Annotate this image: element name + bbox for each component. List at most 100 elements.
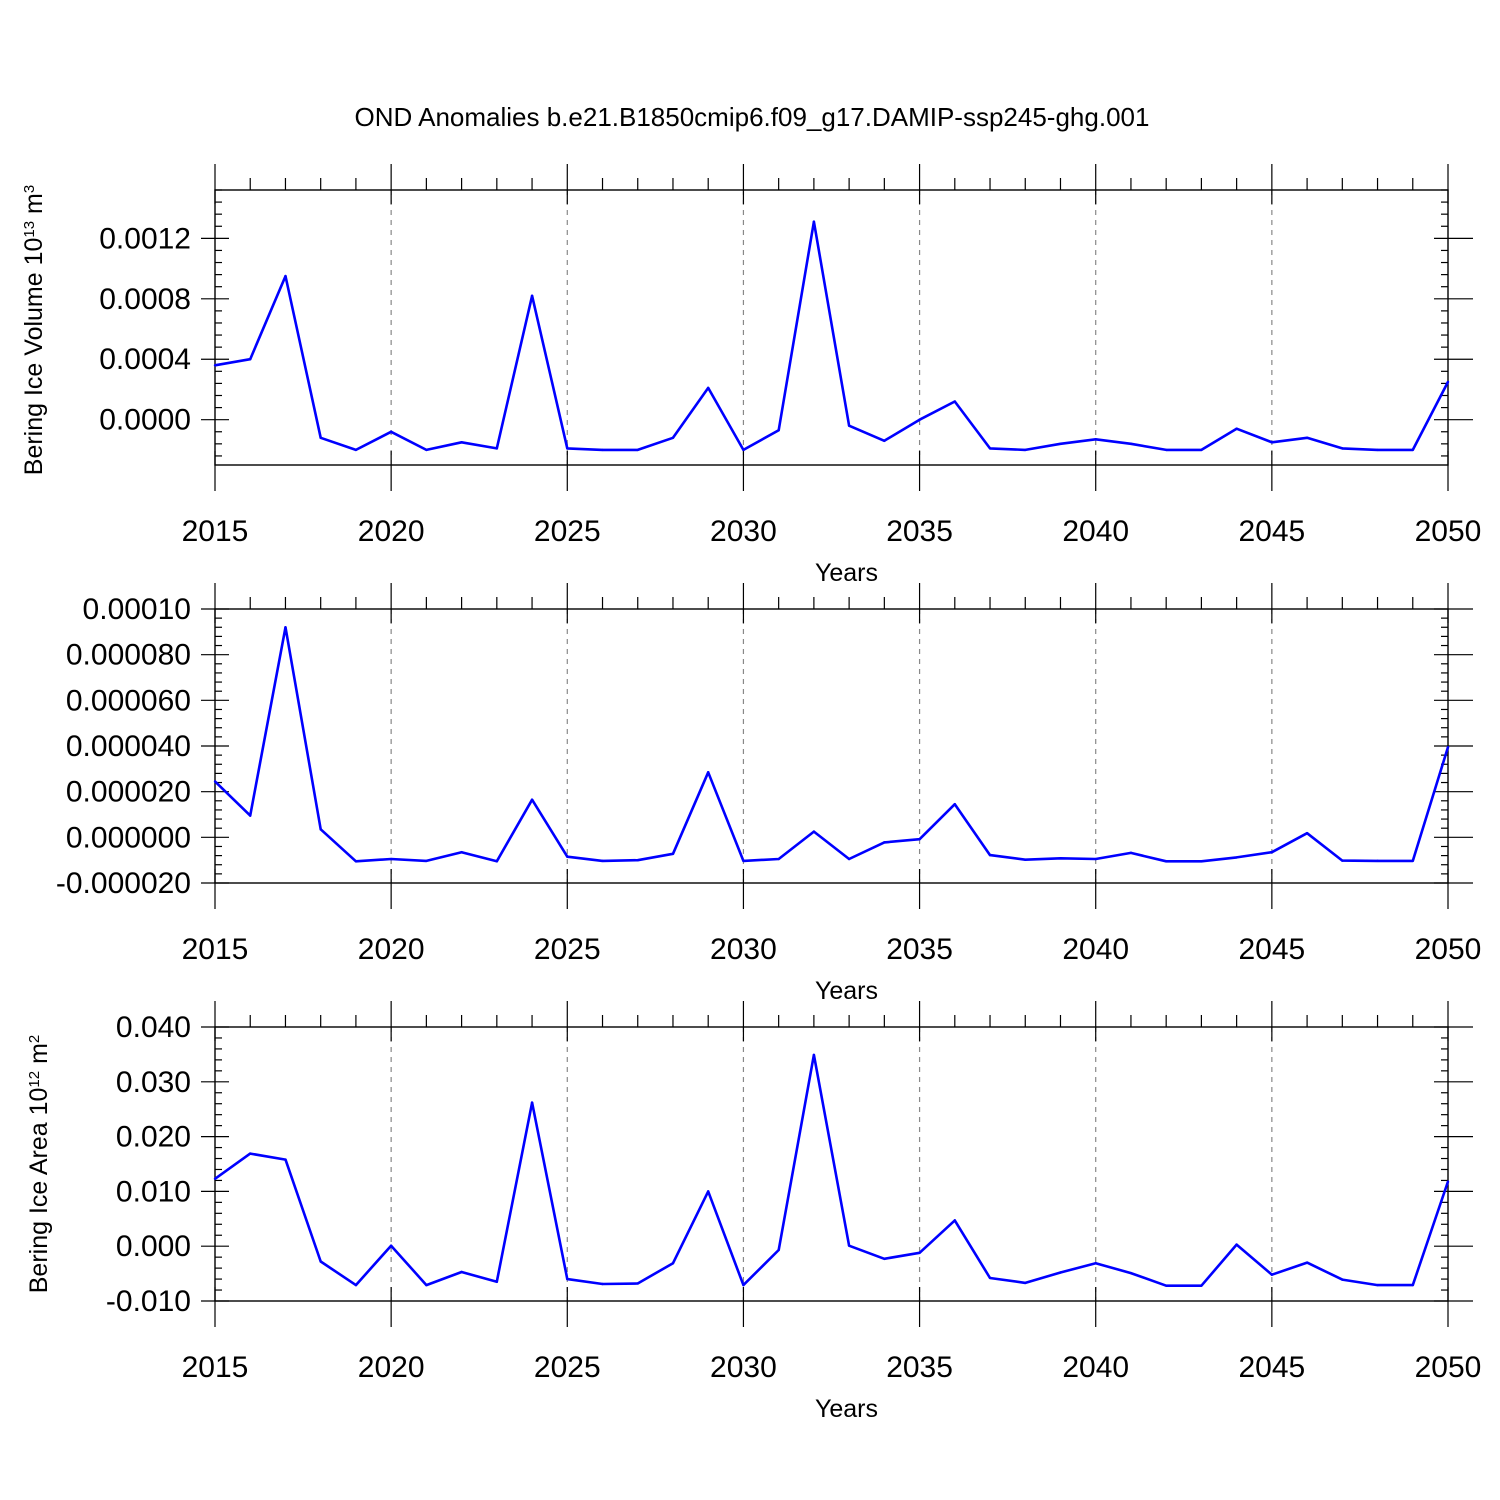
x-tick-label: 2050 xyxy=(1415,515,1482,548)
data-point-2030 xyxy=(742,1283,745,1287)
data-point-2030 xyxy=(742,448,745,452)
data-point-2027 xyxy=(636,448,639,452)
data-point-2046 xyxy=(1305,1261,1309,1264)
data-point-2015 xyxy=(213,1177,217,1180)
data-point-2036 xyxy=(953,400,956,403)
x-tick-label: 2020 xyxy=(358,1351,425,1384)
data-point-2038 xyxy=(1024,448,1027,452)
data-point-2037 xyxy=(988,853,992,857)
plot-frame xyxy=(214,189,1449,466)
data-point-2029 xyxy=(707,1190,710,1193)
x-tick-label: 2050 xyxy=(1415,933,1482,966)
y-tick-label: 0.030 xyxy=(116,1066,191,1099)
y-tick-label: 0.020 xyxy=(116,1121,191,1154)
data-point-2034 xyxy=(883,1257,886,1261)
y-tick-label: -0.010 xyxy=(106,1285,191,1318)
data-point-2023 xyxy=(495,860,499,863)
x-axis-label: Years xyxy=(815,1395,878,1423)
data-point-2022 xyxy=(460,441,463,444)
y-tick-label: 0.0008 xyxy=(99,283,191,316)
x-axis-label: Years xyxy=(815,977,878,1005)
x-axis-label: Years xyxy=(815,559,878,587)
data-point-2020 xyxy=(389,857,393,861)
data-point-2047 xyxy=(1341,859,1344,862)
y-tick-label: 0.000040 xyxy=(66,730,191,763)
x-tick-label: 2030 xyxy=(710,1351,777,1384)
x-tick-label: 2025 xyxy=(534,515,601,548)
data-point-2047 xyxy=(1341,1278,1344,1281)
data-point-2046 xyxy=(1305,832,1309,835)
x-tick-label: 2020 xyxy=(358,933,425,966)
data-point-2031 xyxy=(777,429,780,432)
data-point-2032 xyxy=(812,220,816,223)
data-point-2023 xyxy=(495,447,499,450)
data-point-2030 xyxy=(742,859,745,863)
data-point-2046 xyxy=(1305,436,1309,440)
series-line xyxy=(214,625,1450,863)
data-point-2016 xyxy=(249,358,252,361)
y-tick-label: 0.00010 xyxy=(83,593,191,626)
y-tick-label: -0.000020 xyxy=(56,867,191,900)
y-tick-label: 0.000060 xyxy=(66,684,191,717)
data-point-2048 xyxy=(1376,448,1379,452)
x-tick-label: 2015 xyxy=(182,1351,249,1384)
data-point-2045 xyxy=(1270,441,1274,444)
data-point-2017 xyxy=(284,1158,287,1161)
y-tick-label: 0.000 xyxy=(116,1230,191,1263)
data-point-2033 xyxy=(847,1244,851,1247)
data-point-2020 xyxy=(389,430,393,433)
data-point-2018 xyxy=(319,828,322,831)
x-tick-label: 2035 xyxy=(886,515,953,548)
data-point-2016 xyxy=(249,814,252,817)
data-point-2040 xyxy=(1094,438,1097,441)
data-point-2047 xyxy=(1341,447,1344,450)
x-tick-label: 2025 xyxy=(534,1351,601,1384)
data-point-2029 xyxy=(707,771,710,774)
data-point-2020 xyxy=(389,1244,393,1247)
data-point-2024 xyxy=(530,294,534,297)
data-point-2050 xyxy=(1446,1180,1450,1183)
data-point-2017 xyxy=(284,626,287,629)
data-point-2042 xyxy=(1164,1284,1168,1287)
data-point-2033 xyxy=(847,424,851,427)
data-point-2017 xyxy=(284,274,287,278)
data-point-2016 xyxy=(249,1152,252,1155)
data-point-2025 xyxy=(566,447,569,450)
x-tick-label: 2015 xyxy=(182,515,249,548)
data-point-2022 xyxy=(460,1270,463,1274)
x-tick-label: 2015 xyxy=(182,933,249,966)
data-point-2050 xyxy=(1446,380,1450,384)
data-point-2035 xyxy=(918,418,921,421)
data-point-2023 xyxy=(495,1280,499,1284)
x-tick-label: 2030 xyxy=(710,515,777,548)
y-tick-label: 0.000020 xyxy=(66,776,191,809)
data-point-2039 xyxy=(1059,442,1062,446)
data-point-2043 xyxy=(1200,860,1203,863)
data-point-2049 xyxy=(1411,1283,1414,1287)
series-line xyxy=(214,220,1450,452)
data-point-2032 xyxy=(812,830,816,833)
data-point-2019 xyxy=(354,1283,358,1287)
data-point-2041 xyxy=(1129,851,1133,855)
series-line xyxy=(214,1053,1450,1287)
data-point-2025 xyxy=(566,855,569,858)
y-tick-label: 0.0004 xyxy=(99,343,191,376)
data-point-2049 xyxy=(1411,448,1414,452)
data-point-2050 xyxy=(1446,745,1450,749)
data-point-2042 xyxy=(1164,860,1168,863)
figure-title: OND Anomalies b.e21.B1850cmip6.f09_g17.D… xyxy=(355,102,1150,132)
data-point-2037 xyxy=(988,447,992,450)
data-point-2043 xyxy=(1200,448,1203,452)
data-point-2028 xyxy=(671,436,675,440)
data-point-2019 xyxy=(354,860,358,863)
data-point-2041 xyxy=(1129,1271,1133,1275)
x-tick-label: 2025 xyxy=(534,933,601,966)
x-tick-label: 2040 xyxy=(1062,515,1129,548)
data-point-2038 xyxy=(1024,1281,1027,1285)
y-tick-label: 0.040 xyxy=(116,1011,191,1044)
data-point-2034 xyxy=(883,841,886,844)
data-point-2021 xyxy=(425,448,428,452)
data-point-2024 xyxy=(530,798,534,801)
data-point-2018 xyxy=(319,1260,322,1263)
